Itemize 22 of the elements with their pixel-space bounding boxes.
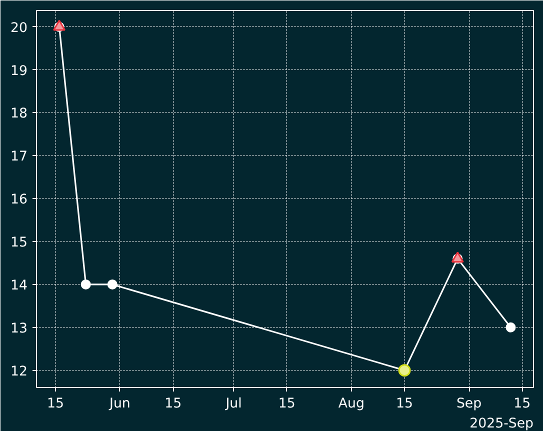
x-tick-label: 15 xyxy=(46,396,64,412)
y-tick-label: 12 xyxy=(10,364,28,380)
x-tick-label: 15 xyxy=(278,396,296,412)
x-tick-label: 15 xyxy=(164,396,182,412)
y-tick-label: 15 xyxy=(10,236,28,251)
point xyxy=(506,322,516,332)
text: 2025-Sep xyxy=(470,416,534,431)
y-tick-label: 18 xyxy=(10,106,28,122)
point xyxy=(107,279,118,290)
x-tick-label: Jun xyxy=(108,396,130,412)
x-tick-label: Jul xyxy=(224,396,242,412)
x-tick-label: 15 xyxy=(396,396,413,412)
y-tick-label: 20 xyxy=(10,20,28,36)
y-tick-label: 17 xyxy=(10,150,28,165)
y-tick-label: 16 xyxy=(10,192,28,208)
x-tick-label: Aug xyxy=(338,396,364,412)
y-tick-label: 13 xyxy=(10,321,28,336)
x-tick-label: Sep xyxy=(456,396,482,412)
x-tick-label: 15 xyxy=(514,396,531,412)
y-tick-label: 14 xyxy=(10,278,28,294)
y-tick-label: 19 xyxy=(10,64,28,79)
point xyxy=(80,279,91,290)
